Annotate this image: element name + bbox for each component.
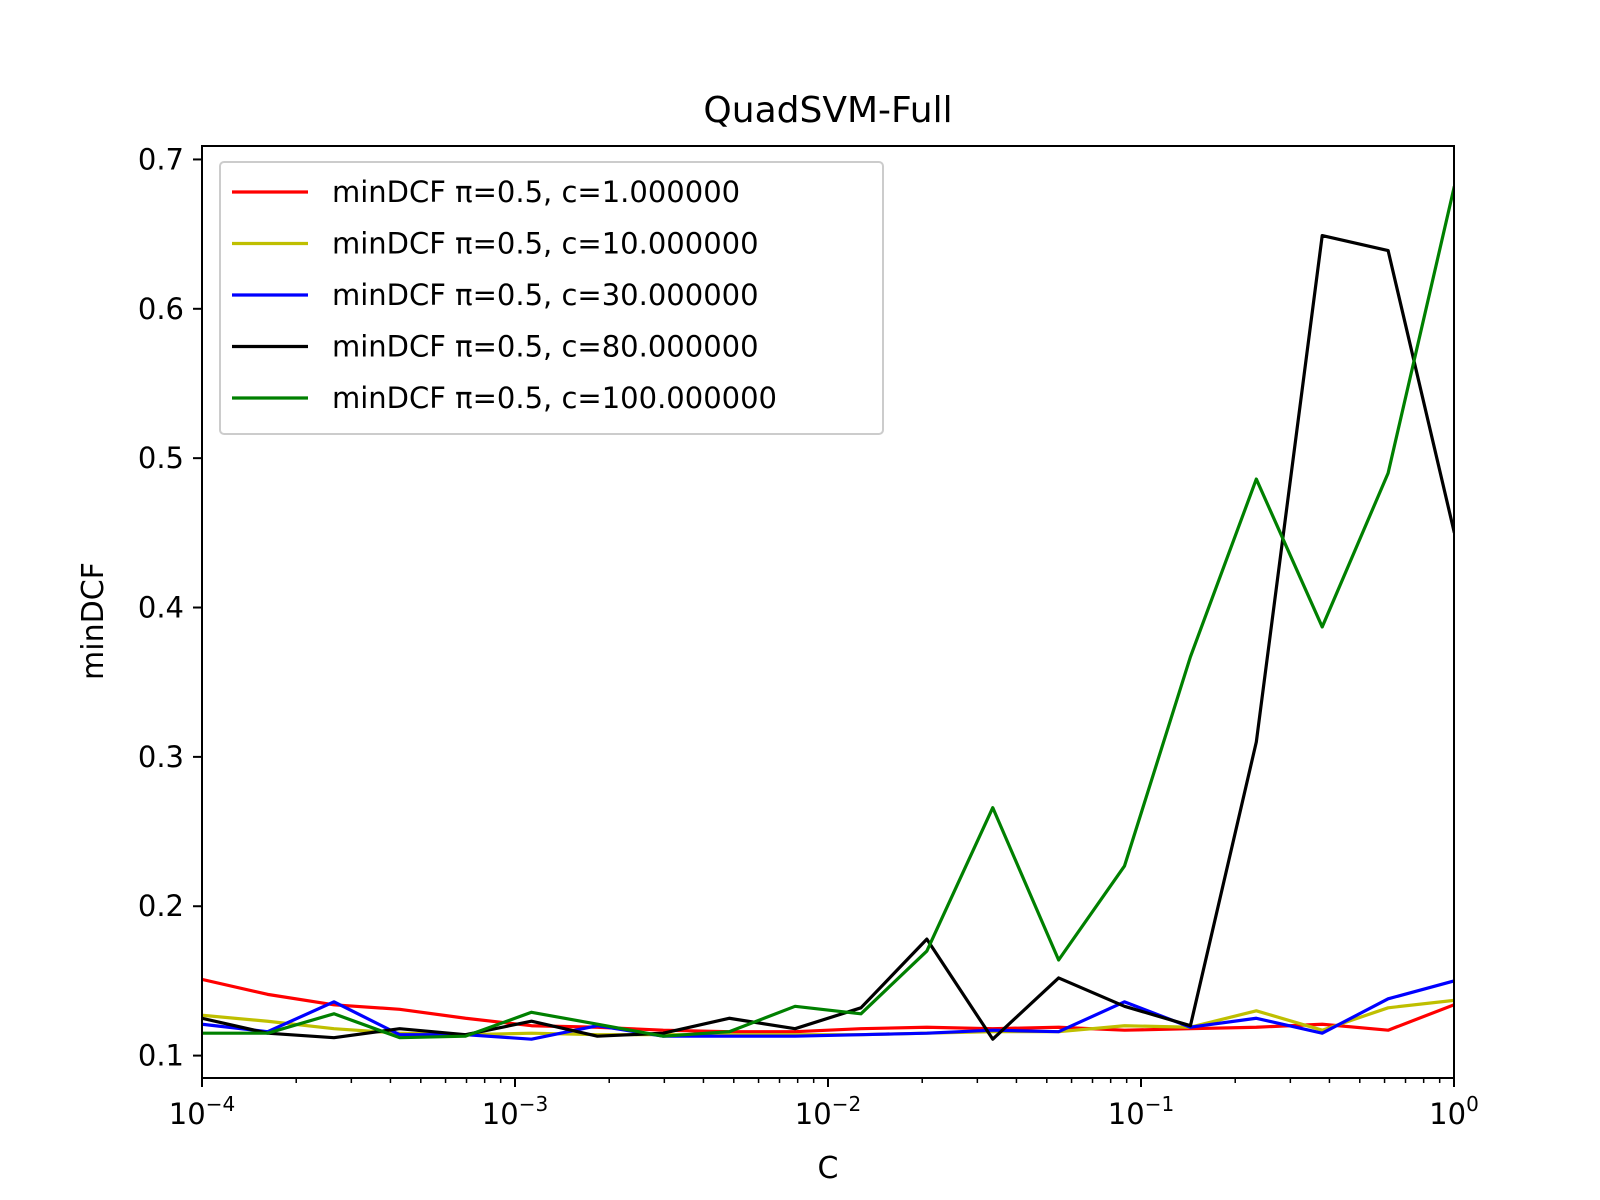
x-tick-label: 10−4 <box>169 1092 235 1131</box>
legend-label-1: minDCF π=0.5, c=1.000000 <box>332 175 740 209</box>
y-axis-label: minDCF <box>76 562 111 680</box>
y-tick-label: 0.2 <box>138 889 184 923</box>
series-line-1 <box>202 977 1454 1034</box>
x-axis-label: C <box>818 1151 839 1186</box>
legend-box <box>219 161 884 435</box>
series-line-5 <box>202 185 1454 1040</box>
legend-label-3: minDCF π=0.5, c=30.000000 <box>332 278 759 312</box>
y-tick-label: 0.6 <box>138 292 184 326</box>
x-tick-label: 10−3 <box>482 1092 548 1131</box>
series-line-4 <box>202 234 1454 1041</box>
y-tick-label: 0.4 <box>138 591 184 625</box>
x-tick-label: 100 <box>1429 1092 1479 1131</box>
x-tick-label: 10−1 <box>1108 1092 1174 1131</box>
legend-label-4: minDCF π=0.5, c=80.000000 <box>332 330 759 364</box>
y-tick-label: 0.7 <box>138 142 184 176</box>
x-tick-label: 10−2 <box>795 1092 861 1131</box>
axis-layer: 0.1 0.2 0.3 0.4 0.5 0.6 0.7 10−4 10−3 10−2 10−1 100 <box>138 142 1479 1131</box>
y-tick-label: 0.5 <box>138 441 184 475</box>
legend: minDCF π=0.5, c=1.000000 minDCF π=0.5, c=… <box>219 161 884 435</box>
chart-title: QuadSVM-Full <box>703 90 952 131</box>
y-tick-label: 0.1 <box>138 1039 184 1073</box>
legend-label-5: minDCF π=0.5, c=100.000000 <box>332 381 777 415</box>
y-tick-label: 0.3 <box>138 740 184 774</box>
series-layer <box>202 185 1454 1041</box>
series-line-3 <box>202 979 1454 1041</box>
legend-label-2: minDCF π=0.5, c=10.000000 <box>332 227 759 261</box>
